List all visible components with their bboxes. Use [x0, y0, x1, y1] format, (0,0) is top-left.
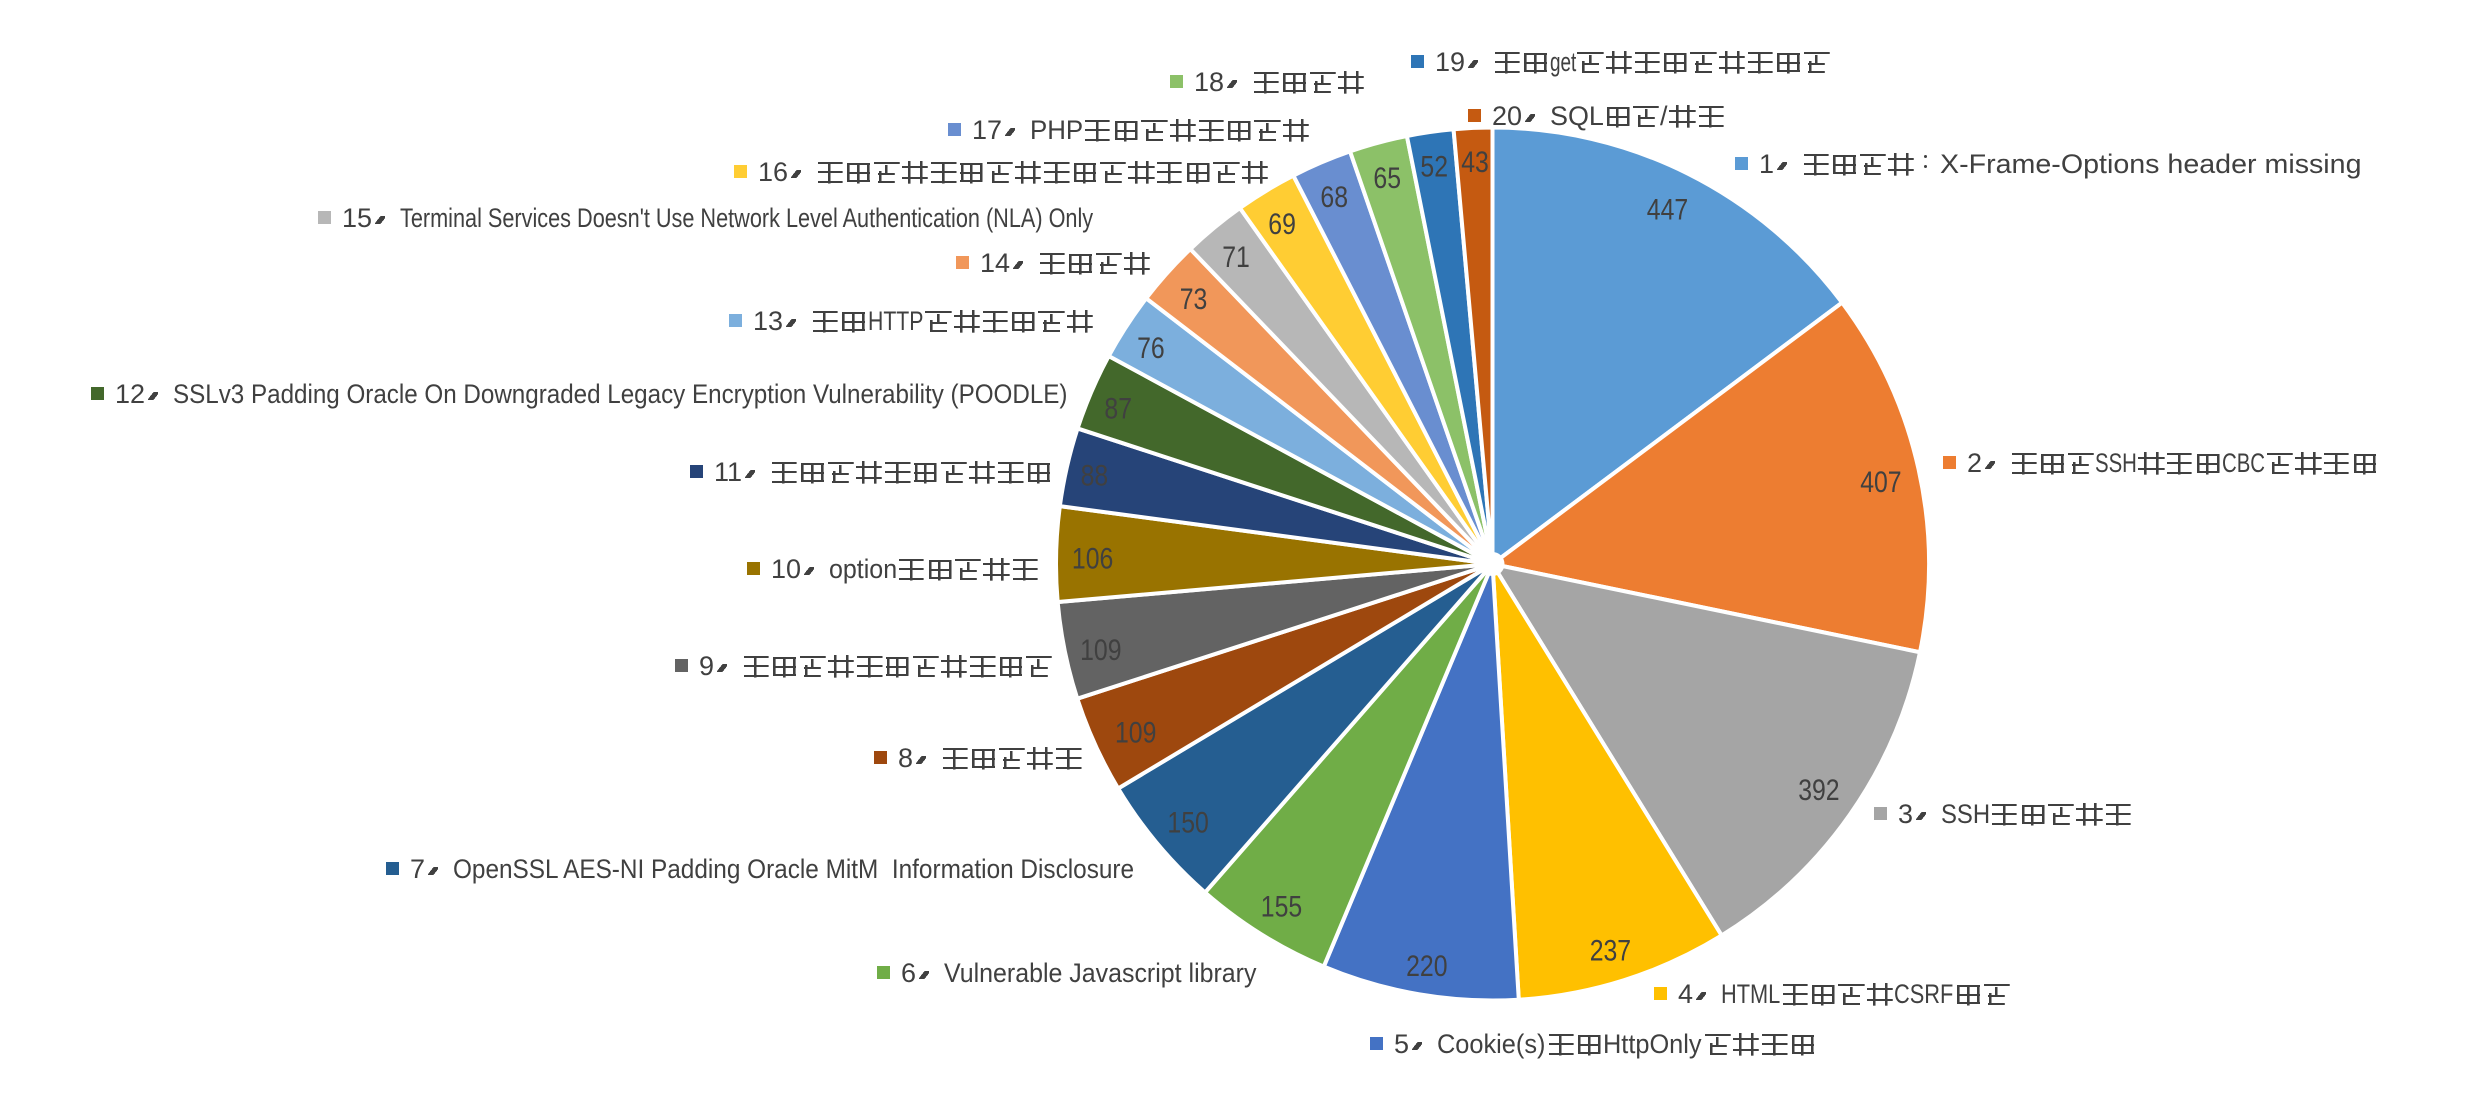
- svg-text:106: 106: [1072, 543, 1113, 576]
- svg-text:68: 68: [1320, 181, 1348, 214]
- svg-text:237: 237: [1590, 934, 1631, 967]
- svg-text:109: 109: [1115, 717, 1156, 750]
- svg-text:87: 87: [1104, 392, 1132, 425]
- svg-text:43: 43: [1461, 146, 1489, 179]
- svg-text:155: 155: [1261, 891, 1302, 924]
- svg-text:392: 392: [1798, 774, 1839, 807]
- svg-text:220: 220: [1406, 950, 1447, 983]
- svg-text:52: 52: [1420, 150, 1448, 183]
- svg-text:69: 69: [1268, 208, 1296, 241]
- svg-text:76: 76: [1137, 332, 1165, 365]
- svg-text:71: 71: [1222, 241, 1250, 274]
- svg-text:447: 447: [1647, 193, 1688, 226]
- svg-text:65: 65: [1373, 162, 1401, 195]
- svg-text:73: 73: [1180, 283, 1208, 316]
- svg-text:88: 88: [1081, 460, 1109, 493]
- svg-text:150: 150: [1167, 807, 1208, 840]
- svg-text:407: 407: [1860, 466, 1901, 499]
- svg-text:109: 109: [1080, 634, 1121, 667]
